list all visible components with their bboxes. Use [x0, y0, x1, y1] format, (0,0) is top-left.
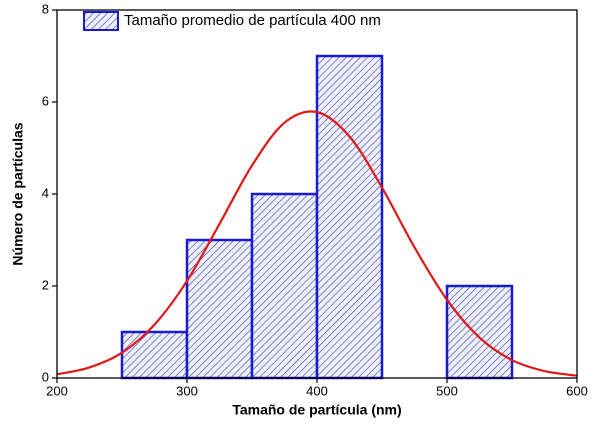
- bar: [445, 284, 514, 380]
- x-tick-label: 200: [46, 383, 68, 398]
- y-tick-label: 0: [42, 369, 49, 384]
- y-tick-label: 4: [42, 185, 49, 200]
- x-tick-label: 500: [436, 383, 458, 398]
- fit-curve: [56, 110, 578, 377]
- bar: [120, 330, 189, 380]
- y-tick-label: 8: [42, 1, 49, 16]
- bar: [315, 54, 384, 380]
- x-tick-label: 400: [306, 383, 328, 398]
- plot-frame: [56, 9, 578, 379]
- legend-label: Tamaño promedio de partícula 400 nm: [124, 12, 381, 29]
- x-tick-label: 600: [566, 383, 588, 398]
- x-axis-label: Tamaño de partícula (nm): [232, 402, 401, 418]
- y-tick-label: 2: [42, 277, 49, 292]
- bar: [250, 192, 319, 380]
- y-tick-label: 6: [42, 93, 49, 108]
- bar: [185, 238, 254, 380]
- y-axis-label: Número de partículas: [10, 122, 26, 265]
- legend-swatch: [83, 11, 119, 31]
- x-tick-label: 300: [176, 383, 198, 398]
